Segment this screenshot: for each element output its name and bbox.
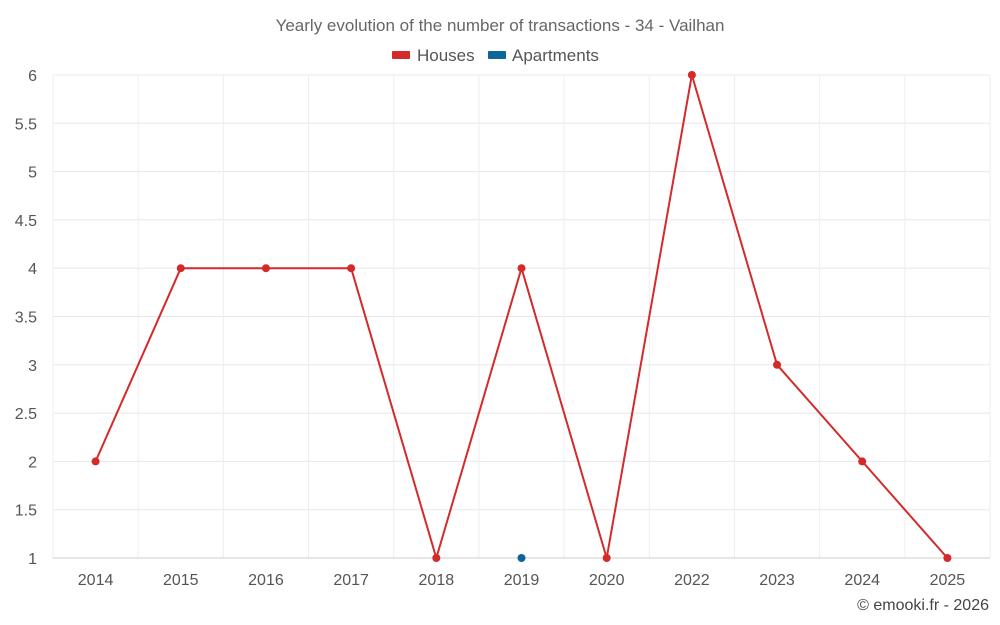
grid (52, 74, 991, 559)
x-tick-label: 2015 (163, 572, 199, 589)
series-houses (91, 71, 952, 562)
chart-title: Yearly evolution of the number of transa… (276, 16, 725, 35)
legend-swatch (392, 51, 410, 59)
data-point[interactable] (773, 360, 782, 369)
legend-label: Houses (417, 46, 475, 65)
data-point[interactable] (687, 71, 696, 79)
x-tick-label: 2017 (333, 572, 369, 589)
y-tick-label: 2 (28, 454, 37, 471)
x-tick-label: 2022 (674, 572, 710, 589)
legend-swatch (488, 51, 506, 59)
series-apartments (517, 554, 526, 562)
y-tick-label: 2.5 (15, 406, 37, 423)
data-point[interactable] (432, 554, 441, 562)
data-point[interactable] (517, 554, 526, 562)
data-point[interactable] (176, 264, 185, 273)
legend-item-apartments[interactable]: Apartments (488, 46, 599, 65)
y-tick-label: 1 (28, 551, 37, 568)
legend[interactable]: Houses Apartments (392, 46, 599, 65)
y-tick-label: 6 (28, 68, 37, 85)
data-point[interactable] (943, 554, 952, 562)
data-point[interactable] (602, 554, 611, 562)
data-point[interactable] (347, 264, 356, 273)
y-tick-label: 4 (28, 261, 37, 278)
y-tick-label: 4.5 (15, 213, 37, 230)
y-tick-label: 5.5 (15, 116, 37, 133)
y-tick-label: 5 (28, 165, 37, 182)
x-tick-label: 2023 (759, 572, 795, 589)
x-tick-label: 2020 (589, 572, 625, 589)
axes: 1 1.5 2 2.5 3 3.5 4 4.5 5 5.5 6 2014 2015 2016 2017 201… (15, 68, 990, 589)
x-tick-label: 2019 (504, 572, 540, 589)
x-tick-label: 2016 (248, 572, 284, 589)
series-layer (91, 71, 952, 562)
y-tick-label: 1.5 (15, 503, 37, 520)
y-tick-label: 3 (28, 358, 37, 375)
y-tick-label: 3.5 (15, 310, 37, 327)
data-point[interactable] (91, 457, 100, 466)
legend-label: Apartments (512, 46, 599, 65)
data-point[interactable] (261, 264, 270, 273)
data-point[interactable] (858, 457, 867, 466)
data-point[interactable] (517, 264, 526, 273)
x-tick-label: 2018 (419, 572, 455, 589)
credit-text: © emooki.fr - 2026 (857, 597, 989, 614)
x-tick-label: 2025 (930, 572, 966, 589)
x-tick-label: 2014 (78, 572, 114, 589)
legend-item-houses[interactable]: Houses (392, 46, 475, 65)
x-tick-label: 2024 (844, 572, 880, 589)
